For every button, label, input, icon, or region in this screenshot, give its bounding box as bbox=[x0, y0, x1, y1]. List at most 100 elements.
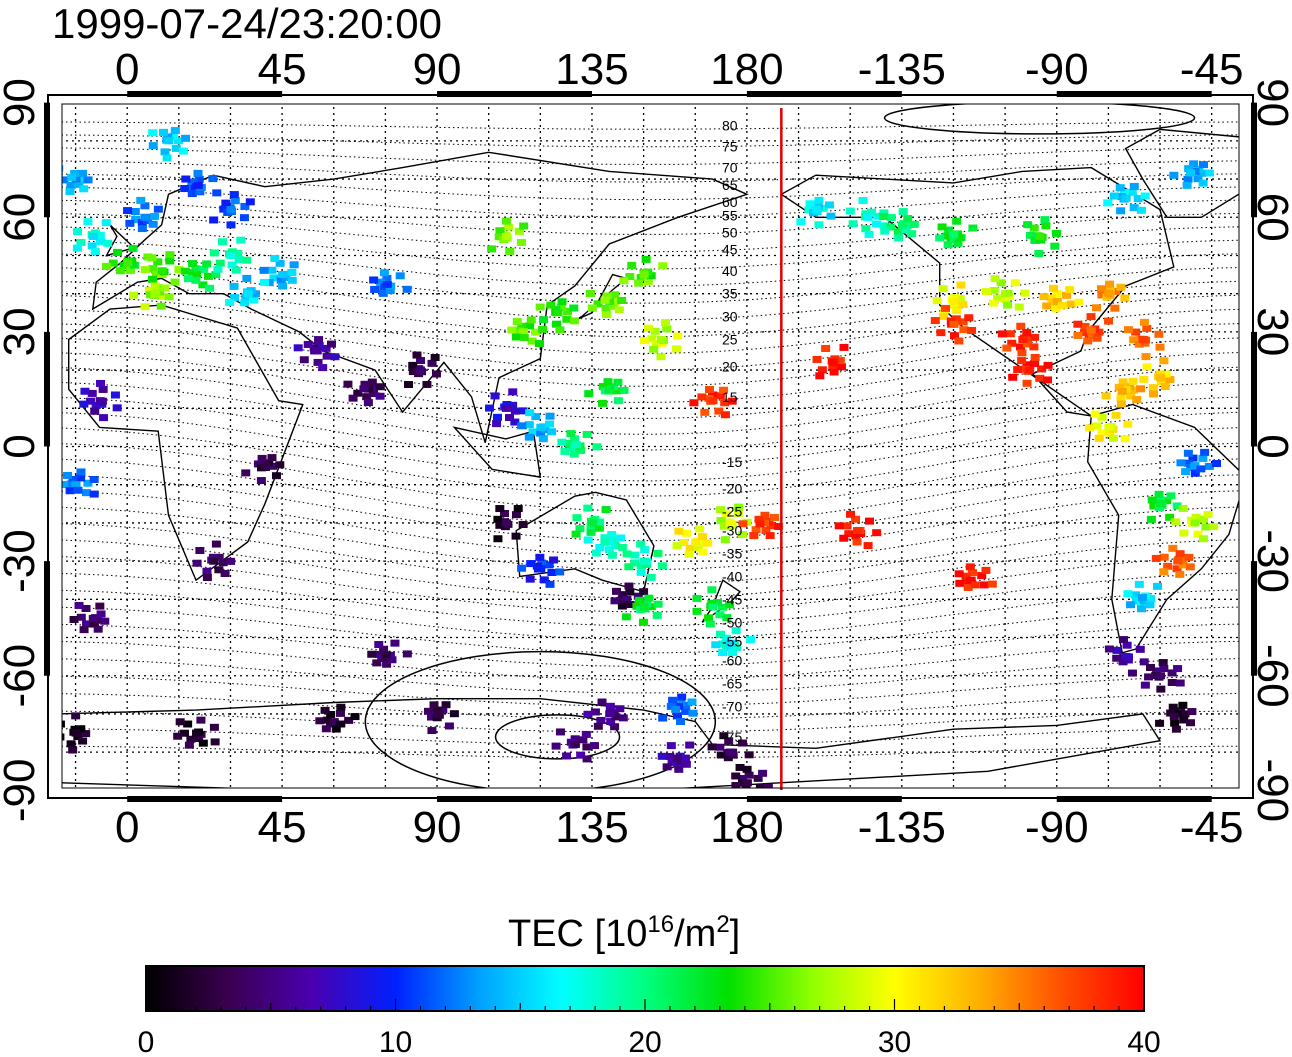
tec-point bbox=[872, 529, 882, 537]
tec-point bbox=[1116, 207, 1126, 215]
tec-point bbox=[404, 381, 414, 389]
tec-point bbox=[322, 716, 332, 724]
tec-point bbox=[1116, 394, 1126, 402]
tec-point bbox=[604, 546, 614, 554]
tec-point bbox=[634, 596, 644, 604]
mlat-contour bbox=[62, 199, 1239, 235]
tec-point bbox=[211, 271, 221, 279]
tec-point bbox=[115, 267, 125, 275]
tec-point bbox=[1141, 353, 1151, 361]
tec-point bbox=[1131, 328, 1141, 336]
tec-point bbox=[1041, 222, 1051, 230]
tec-point bbox=[697, 533, 707, 541]
mlat-label: 80 bbox=[722, 118, 738, 134]
tec-point bbox=[612, 387, 622, 395]
tec-point bbox=[78, 737, 88, 745]
tec-point bbox=[845, 207, 855, 215]
mlat-label: 75 bbox=[722, 139, 738, 155]
mlat-contour bbox=[62, 458, 1239, 527]
tec-point bbox=[492, 413, 502, 421]
tec-point bbox=[688, 709, 698, 717]
tec-point bbox=[689, 399, 699, 407]
lat-label-left: -90 bbox=[0, 759, 44, 823]
tec-point bbox=[495, 227, 505, 235]
tec-point bbox=[760, 519, 770, 527]
tec-point bbox=[814, 221, 824, 229]
tec-point bbox=[1178, 504, 1188, 512]
tec-point bbox=[218, 559, 228, 567]
tec-point bbox=[180, 185, 190, 193]
tec-point bbox=[148, 142, 158, 150]
tec-point bbox=[1050, 242, 1060, 250]
tec-point bbox=[703, 539, 713, 547]
tec-point bbox=[720, 399, 730, 407]
frame-tick-bar-bottom bbox=[127, 796, 283, 802]
tec-point bbox=[684, 550, 694, 558]
tec-point bbox=[1200, 448, 1210, 456]
tec-point bbox=[1052, 290, 1062, 298]
tec-point bbox=[981, 566, 991, 574]
mlat-label: -65 bbox=[722, 675, 742, 691]
tec-point bbox=[765, 532, 775, 540]
tec-point bbox=[1198, 535, 1208, 543]
tec-point bbox=[195, 188, 205, 196]
tec-point bbox=[897, 221, 907, 229]
tec-point bbox=[1187, 708, 1197, 716]
tec-point bbox=[194, 175, 204, 183]
tec-point bbox=[1080, 322, 1090, 330]
tec-point bbox=[320, 706, 330, 714]
tec-point bbox=[681, 707, 691, 715]
tec-point bbox=[449, 710, 459, 718]
mlat-label: 15 bbox=[722, 389, 738, 405]
tec-point bbox=[275, 259, 285, 267]
lat-label-left: 60 bbox=[0, 193, 44, 242]
tec-point bbox=[1109, 192, 1119, 200]
tec-point bbox=[938, 312, 948, 320]
lon-label-top: 180 bbox=[710, 45, 783, 94]
tec-point bbox=[584, 390, 594, 398]
tec-point bbox=[376, 278, 386, 286]
tec-point bbox=[275, 461, 285, 469]
tec-point bbox=[961, 572, 971, 580]
tec-point bbox=[375, 392, 385, 400]
tec-point bbox=[187, 178, 197, 186]
tec-point bbox=[524, 421, 534, 429]
tec-point bbox=[722, 614, 732, 622]
tec-point bbox=[708, 397, 718, 405]
tec-point bbox=[1167, 678, 1177, 686]
tec-point bbox=[641, 255, 651, 263]
tec-point bbox=[753, 774, 763, 782]
tec-point bbox=[954, 570, 964, 578]
tec-point bbox=[564, 439, 574, 447]
tec-point bbox=[1025, 231, 1035, 239]
tec-point bbox=[1123, 590, 1133, 598]
tec-point bbox=[886, 223, 896, 231]
tec-point bbox=[1211, 460, 1221, 468]
tec-point bbox=[697, 393, 707, 401]
lon-label-bottom: -90 bbox=[1025, 803, 1089, 852]
tec-point bbox=[601, 506, 611, 514]
tec-point bbox=[625, 588, 635, 596]
tec-point bbox=[1048, 284, 1058, 292]
tec-point bbox=[205, 284, 215, 292]
tec-point bbox=[636, 562, 646, 570]
colorbar-tick-label: 0 bbox=[138, 1026, 155, 1057]
tec-point bbox=[956, 234, 966, 242]
tec-point bbox=[1131, 591, 1141, 599]
tec-point bbox=[215, 259, 225, 267]
tec-point bbox=[1116, 400, 1126, 408]
tec-point bbox=[1111, 287, 1121, 295]
tec-point bbox=[826, 212, 836, 220]
tec-point bbox=[379, 269, 389, 277]
tec-point bbox=[170, 127, 180, 135]
lon-label-bottom: 180 bbox=[710, 803, 783, 852]
tec-point bbox=[653, 549, 663, 557]
tec-point bbox=[93, 625, 103, 633]
tec-point bbox=[958, 318, 968, 326]
tec-point bbox=[101, 219, 111, 227]
tec-point bbox=[526, 316, 536, 324]
tec-point bbox=[639, 603, 649, 611]
tec-point bbox=[140, 266, 150, 274]
tec-point bbox=[964, 314, 974, 322]
tec-point bbox=[903, 215, 913, 223]
